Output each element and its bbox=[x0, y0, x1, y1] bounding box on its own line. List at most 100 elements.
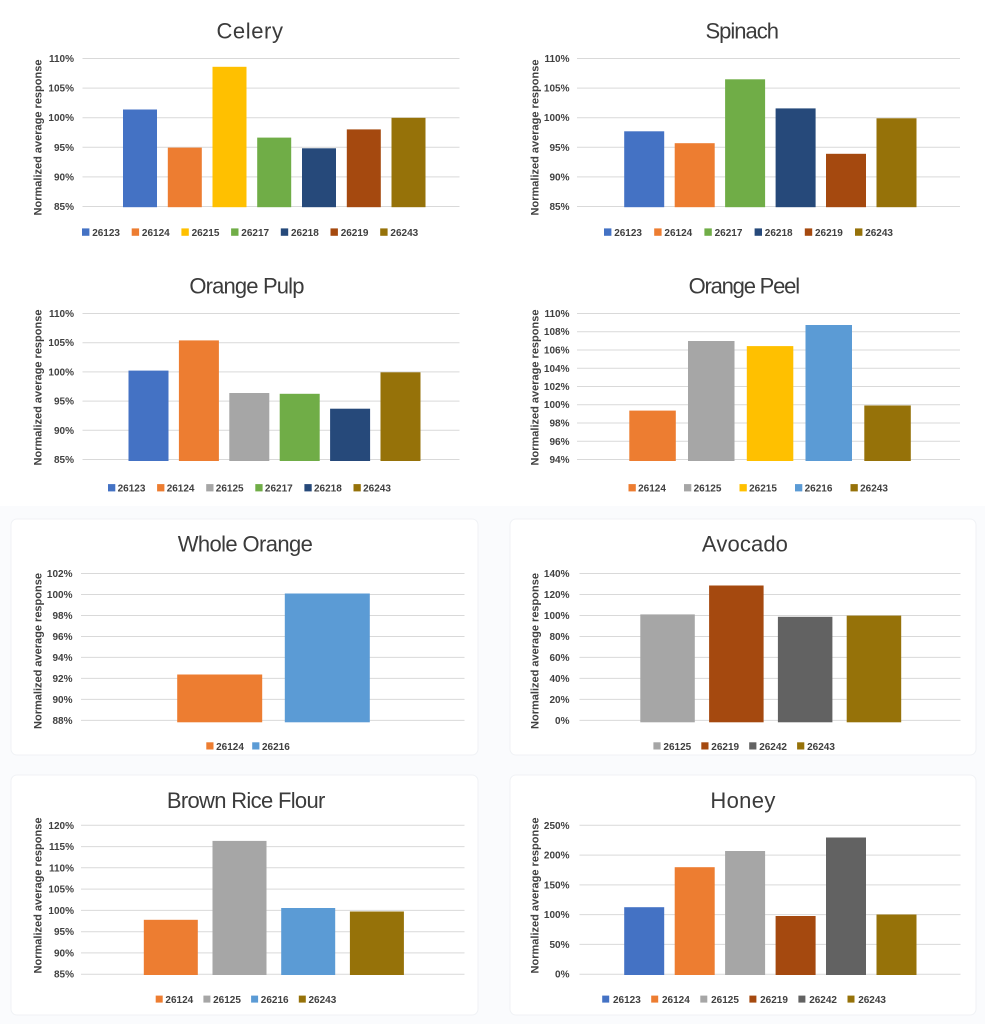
svg-text:26219: 26219 bbox=[760, 995, 788, 1006]
svg-text:115%: 115% bbox=[49, 842, 74, 853]
svg-text:90%: 90% bbox=[54, 426, 74, 437]
svg-text:95%: 95% bbox=[54, 143, 74, 154]
svg-text:85%: 85% bbox=[54, 202, 74, 213]
svg-text:26124: 26124 bbox=[142, 228, 170, 239]
svg-text:Honey: Honey bbox=[710, 788, 775, 813]
svg-text:105%: 105% bbox=[48, 885, 74, 896]
svg-text:26123: 26123 bbox=[614, 228, 642, 239]
svg-text:110%: 110% bbox=[544, 309, 569, 320]
svg-text:26216: 26216 bbox=[261, 995, 289, 1006]
svg-text:26217: 26217 bbox=[715, 228, 743, 239]
svg-text:200%: 200% bbox=[544, 851, 570, 862]
svg-text:26125: 26125 bbox=[694, 484, 722, 495]
svg-text:92%: 92% bbox=[52, 674, 72, 685]
svg-text:26125: 26125 bbox=[663, 742, 691, 753]
svg-text:26215: 26215 bbox=[192, 228, 220, 239]
svg-text:26243: 26243 bbox=[363, 484, 391, 495]
svg-text:26123: 26123 bbox=[118, 484, 146, 495]
svg-text:98%: 98% bbox=[52, 611, 72, 622]
svg-text:26123: 26123 bbox=[92, 228, 120, 239]
svg-text:85%: 85% bbox=[549, 202, 569, 213]
svg-text:100%: 100% bbox=[544, 910, 570, 921]
svg-text:94%: 94% bbox=[52, 653, 72, 664]
svg-text:80%: 80% bbox=[549, 632, 569, 643]
svg-text:140%: 140% bbox=[544, 569, 570, 580]
svg-text:26124: 26124 bbox=[216, 742, 244, 753]
svg-text:26218: 26218 bbox=[765, 228, 793, 239]
svg-text:26215: 26215 bbox=[749, 484, 777, 495]
svg-text:Normalized average response: Normalized average response bbox=[33, 310, 45, 466]
svg-text:Normalized average response: Normalized average response bbox=[530, 573, 542, 729]
svg-text:50%: 50% bbox=[549, 940, 569, 951]
svg-text:Normalized average response: Normalized average response bbox=[530, 60, 542, 216]
svg-text:26243: 26243 bbox=[865, 228, 893, 239]
svg-text:Whole Orange: Whole Orange bbox=[178, 532, 313, 557]
svg-text:26216: 26216 bbox=[805, 484, 833, 495]
svg-text:Avocado: Avocado bbox=[702, 532, 788, 557]
svg-text:110%: 110% bbox=[49, 309, 74, 320]
svg-text:26243: 26243 bbox=[860, 484, 888, 495]
svg-text:26216: 26216 bbox=[262, 742, 290, 753]
svg-text:Spinach: Spinach bbox=[705, 18, 778, 43]
svg-text:108%: 108% bbox=[544, 327, 570, 338]
svg-text:85%: 85% bbox=[54, 455, 74, 466]
svg-text:Normalized average response: Normalized average response bbox=[530, 818, 542, 974]
svg-text:26219: 26219 bbox=[341, 228, 369, 239]
svg-text:Normalized average response: Normalized average response bbox=[530, 310, 542, 466]
svg-text:Brown Rice Flour: Brown Rice Flour bbox=[167, 788, 325, 813]
svg-text:100%: 100% bbox=[544, 400, 570, 411]
svg-text:88%: 88% bbox=[52, 716, 72, 727]
svg-text:100%: 100% bbox=[47, 590, 73, 601]
svg-text:94%: 94% bbox=[549, 455, 569, 466]
svg-text:26243: 26243 bbox=[309, 995, 337, 1006]
svg-text:26124: 26124 bbox=[638, 484, 666, 495]
svg-text:110%: 110% bbox=[49, 54, 74, 65]
svg-text:90%: 90% bbox=[549, 172, 569, 183]
svg-text:120%: 120% bbox=[544, 590, 570, 601]
svg-text:26217: 26217 bbox=[241, 228, 269, 239]
svg-text:Orange Peel: Orange Peel bbox=[689, 273, 800, 298]
svg-text:100%: 100% bbox=[48, 367, 74, 378]
svg-text:120%: 120% bbox=[48, 821, 74, 832]
svg-text:26243: 26243 bbox=[807, 742, 835, 753]
svg-text:105%: 105% bbox=[544, 84, 570, 95]
svg-text:40%: 40% bbox=[549, 674, 569, 685]
svg-text:Normalized average response: Normalized average response bbox=[33, 573, 45, 729]
svg-text:250%: 250% bbox=[544, 821, 570, 832]
svg-text:110%: 110% bbox=[544, 54, 569, 65]
svg-text:100%: 100% bbox=[544, 611, 570, 622]
svg-text:90%: 90% bbox=[54, 948, 74, 959]
svg-text:90%: 90% bbox=[54, 172, 74, 183]
svg-text:26124: 26124 bbox=[662, 995, 690, 1006]
svg-text:26124: 26124 bbox=[167, 484, 195, 495]
svg-text:110%: 110% bbox=[49, 863, 74, 874]
svg-text:0%: 0% bbox=[555, 970, 570, 981]
svg-text:Normalized average response: Normalized average response bbox=[33, 818, 45, 974]
svg-text:96%: 96% bbox=[549, 437, 569, 448]
svg-text:26242: 26242 bbox=[759, 742, 787, 753]
svg-text:26243: 26243 bbox=[858, 995, 886, 1006]
svg-text:95%: 95% bbox=[54, 397, 74, 408]
svg-text:Orange Pulp: Orange Pulp bbox=[189, 273, 304, 298]
svg-text:105%: 105% bbox=[48, 338, 74, 349]
svg-text:26243: 26243 bbox=[390, 228, 418, 239]
svg-text:26125: 26125 bbox=[711, 995, 739, 1006]
svg-text:105%: 105% bbox=[48, 84, 74, 95]
svg-text:100%: 100% bbox=[544, 113, 570, 124]
svg-text:26124: 26124 bbox=[664, 228, 692, 239]
svg-text:98%: 98% bbox=[549, 419, 569, 430]
svg-text:95%: 95% bbox=[549, 143, 569, 154]
svg-text:26242: 26242 bbox=[809, 995, 837, 1006]
svg-text:26124: 26124 bbox=[165, 995, 193, 1006]
svg-text:26123: 26123 bbox=[613, 995, 641, 1006]
svg-text:0%: 0% bbox=[555, 716, 570, 727]
svg-text:100%: 100% bbox=[48, 906, 74, 917]
svg-text:20%: 20% bbox=[549, 695, 569, 706]
svg-text:85%: 85% bbox=[54, 970, 74, 981]
svg-text:26219: 26219 bbox=[815, 228, 843, 239]
svg-text:100%: 100% bbox=[48, 113, 74, 124]
svg-text:Celery: Celery bbox=[216, 18, 283, 43]
svg-text:90%: 90% bbox=[52, 695, 72, 706]
svg-text:26219: 26219 bbox=[711, 742, 739, 753]
svg-text:96%: 96% bbox=[52, 632, 72, 643]
